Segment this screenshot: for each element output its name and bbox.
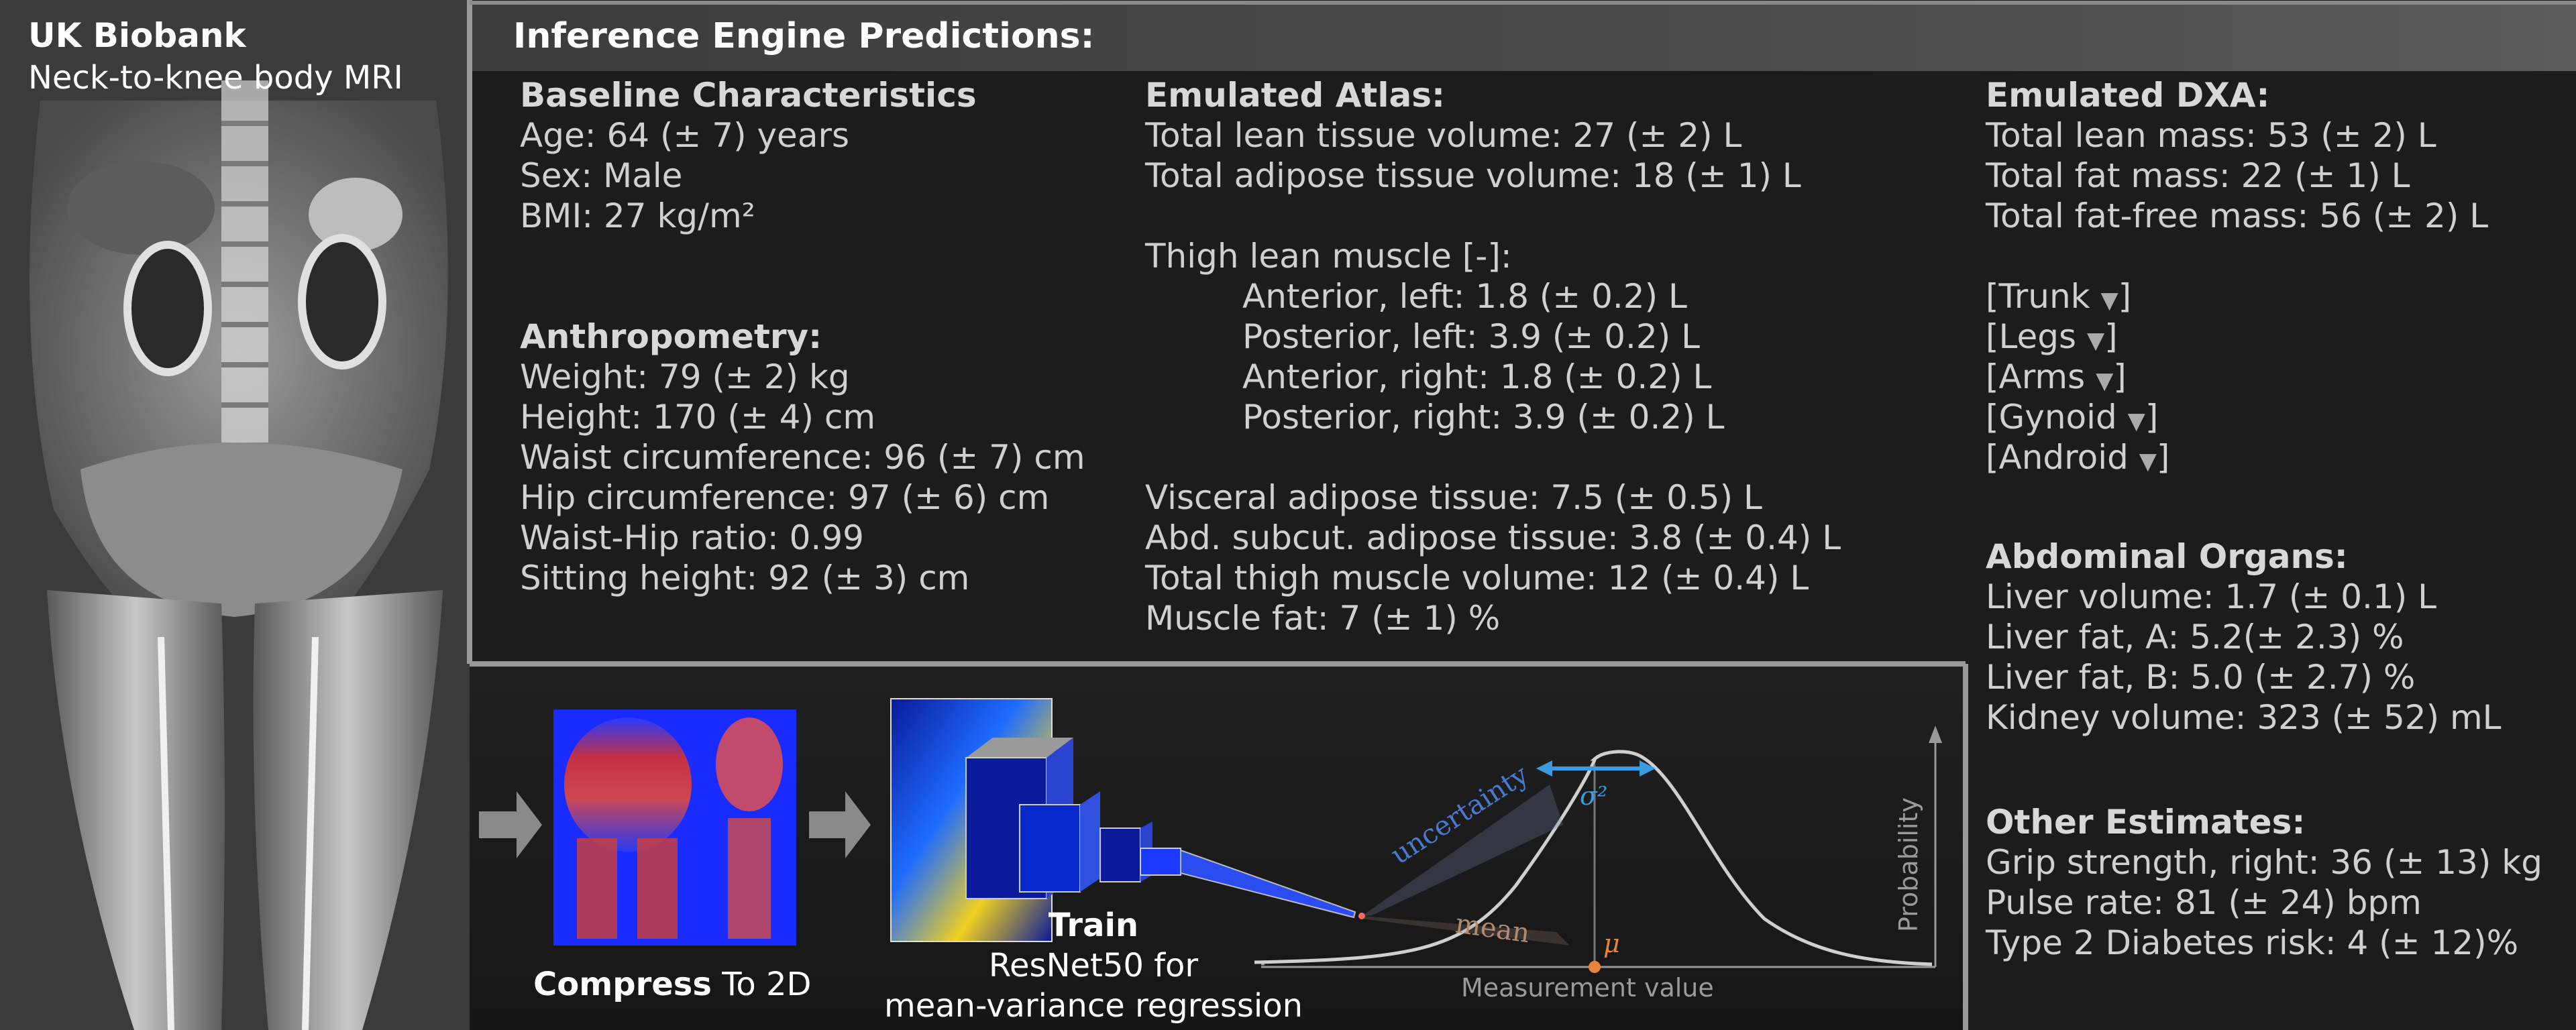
weight-value: Weight: 79 (± 2) kg	[520, 357, 850, 396]
abd-subcut-value: Abd. subcut. adipose tissue: 3.8 (± 0.4)…	[1145, 518, 1841, 557]
lean-tissue-value: Total lean tissue volume: 27 (± 2) L	[1145, 116, 1742, 155]
mri-image	[0, 0, 470, 1030]
other-section: Other Estimates: Grip strength, right: 3…	[1986, 802, 2542, 963]
age-value: Age: 64 (± 7) years	[520, 116, 850, 155]
header-bar	[470, 4, 2576, 71]
mu-label: μ	[1603, 929, 1620, 958]
bracket-open: [	[1986, 277, 1999, 316]
mri-scan-graphic	[0, 0, 470, 1030]
baseline-heading: Baseline Characteristics	[520, 76, 977, 115]
arrow-icon	[479, 791, 542, 858]
atlas-heading: Emulated Atlas:	[1145, 76, 1445, 115]
anterior-right-value: Anterior, right: 1.8 (± 0.2) L	[1242, 357, 1712, 396]
bracket-open: [	[1986, 398, 1999, 437]
bmi-value: BMI: 27 kg/m²	[520, 196, 755, 235]
visceral-adipose-value: Visceral adipose tissue: 7.5 (± 0.5) L	[1145, 478, 1762, 517]
mean-marker	[1589, 961, 1601, 973]
y-axis-label: Probability	[1894, 797, 1923, 932]
atlas-section: Emulated Atlas: Total lean tissue volume…	[1145, 75, 1841, 638]
bracket-open: [	[1986, 317, 1999, 356]
liver-volume-value: Liver volume: 1.7 (± 0.1) L	[1986, 577, 2436, 616]
waist-hip-ratio-value: Waist-Hip ratio: 0.99	[520, 518, 864, 557]
chevron-down-icon: ▼	[2127, 408, 2145, 435]
diabetes-risk-value: Type 2 Diabetes risk: 4 (± 12)%	[1986, 923, 2519, 962]
bell-curve	[1254, 750, 1933, 966]
anthropometry-section: Anthropometry: Weight: 79 (± 2) kg Heigh…	[520, 317, 1085, 598]
bracket-open: [	[1986, 438, 1999, 477]
compress-bold: Compress	[533, 966, 712, 1003]
compress-rest: To 2D	[711, 966, 812, 1003]
dropdown-label: Legs	[1998, 317, 2077, 356]
dropdown-label: Gynoid	[1998, 398, 2117, 437]
sigma-label: σ²	[1580, 781, 1607, 811]
bracket-close: ]	[2104, 317, 2118, 356]
train-line3: mean-variance regression	[883, 987, 1303, 1025]
baseline-section: Baseline Characteristics Age: 64 (± 7) y…	[520, 75, 977, 236]
dropdown-label: Android	[1998, 438, 2129, 477]
kidney-volume-value: Kidney volume: 323 (± 52) mL	[1986, 698, 2502, 737]
y-axis-arrow-icon	[1929, 726, 1942, 743]
arrow-icon	[809, 791, 871, 858]
thigh-muscle-heading: Thigh lean muscle [-]:	[1145, 237, 1512, 276]
dropdown-android[interactable]: [Android ▼]	[1986, 437, 2488, 477]
bracket-close: ]	[2145, 398, 2159, 437]
bracket-close: ]	[2118, 277, 2132, 316]
posterior-right-value: Posterior, right: 3.9 (± 0.2) L	[1242, 398, 1725, 437]
waist-value: Waist circumference: 96 (± 7) cm	[520, 438, 1085, 477]
dropdown-label: Trunk	[1998, 277, 2090, 316]
sitting-height-value: Sitting height: 92 (± 3) cm	[520, 559, 970, 597]
adipose-tissue-value: Total adipose tissue volume: 18 (± 1) L	[1145, 156, 1801, 195]
dropdown-label: Arms	[1998, 357, 2086, 396]
sex-value: Sex: Male	[520, 156, 683, 195]
liver-fat-b-value: Liver fat, B: 5.0 (± 2.7) %	[1986, 658, 2416, 697]
lean-mass-value: Total lean mass: 53 (± 2) L	[1986, 116, 2436, 155]
chevron-down-icon: ▼	[2100, 287, 2118, 314]
chevron-down-icon: ▼	[2096, 367, 2114, 394]
train-bold: Train	[1048, 907, 1139, 944]
probability-distribution: σ² μ uncertainty mean Measurement value …	[1254, 726, 1942, 1003]
dropdown-arms[interactable]: [Arms ▼]	[1986, 357, 2488, 397]
height-value: Height: 170 (± 4) cm	[520, 398, 876, 437]
dropdown-legs[interactable]: [Legs ▼]	[1986, 317, 2488, 357]
pulse-rate-value: Pulse rate: 81 (± 24) bpm	[1986, 883, 2422, 922]
organs-section: Abdominal Organs: Liver volume: 1.7 (± 0…	[1986, 536, 2502, 738]
x-axis-label: Measurement value	[1461, 973, 1714, 1003]
grip-strength-value: Grip strength, right: 36 (± 13) kg	[1986, 843, 2542, 882]
hip-value: Hip circumference: 97 (± 6) cm	[520, 478, 1050, 517]
anthropometry-heading: Anthropometry:	[520, 317, 822, 356]
chevron-down-icon: ▼	[2086, 327, 2105, 354]
dxa-heading: Emulated DXA:	[1986, 76, 2270, 115]
dxa-section: Emulated DXA: Total lean mass: 53 (± 2) …	[1986, 75, 2488, 477]
posterior-left-value: Posterior, left: 3.9 (± 0.2) L	[1242, 317, 1700, 356]
dropdown-trunk[interactable]: [Trunk ▼]	[1986, 276, 2488, 317]
chevron-down-icon: ▼	[2139, 448, 2157, 475]
resnet-network	[890, 698, 1365, 942]
fat-mass-value: Total fat mass: 22 (± 1) L	[1986, 156, 2410, 195]
organs-heading: Abdominal Organs:	[1986, 537, 2348, 576]
train-caption: Train ResNet50 for mean-variance regress…	[845, 905, 1342, 1026]
fat-free-mass-value: Total fat-free mass: 56 (± 2) L	[1986, 196, 2489, 235]
panel-title: Inference Engine Predictions:	[513, 16, 1095, 56]
compress-caption: Compress To 2D	[533, 966, 812, 1003]
compressed-images	[553, 709, 796, 946]
train-line2: ResNet50 for	[988, 947, 1199, 984]
dropdown-gynoid[interactable]: [Gynoid ▼]	[1986, 397, 2488, 437]
muscle-fat-value: Muscle fat: 7 (± 1) %	[1145, 599, 1501, 638]
thigh-muscle-volume-value: Total thigh muscle volume: 12 (± 0.4) L	[1145, 559, 1809, 597]
mri-title: UK Biobank	[28, 16, 246, 55]
bracket-close: ]	[2113, 357, 2127, 396]
other-heading: Other Estimates:	[1986, 803, 2306, 842]
mean-label: mean	[1454, 908, 1532, 949]
bracket-close: ]	[2156, 438, 2170, 477]
liver-fat-a-value: Liver fat, A: 5.2(± 2.3) %	[1986, 618, 2404, 656]
mri-subtitle: Neck-to-knee body MRI	[28, 59, 403, 97]
anterior-left-value: Anterior, left: 1.8 (± 0.2) L	[1242, 277, 1687, 316]
bracket-open: [	[1986, 357, 1999, 396]
pipeline-graphic: σ² μ uncertainty mean Measurement value …	[479, 698, 1942, 1003]
